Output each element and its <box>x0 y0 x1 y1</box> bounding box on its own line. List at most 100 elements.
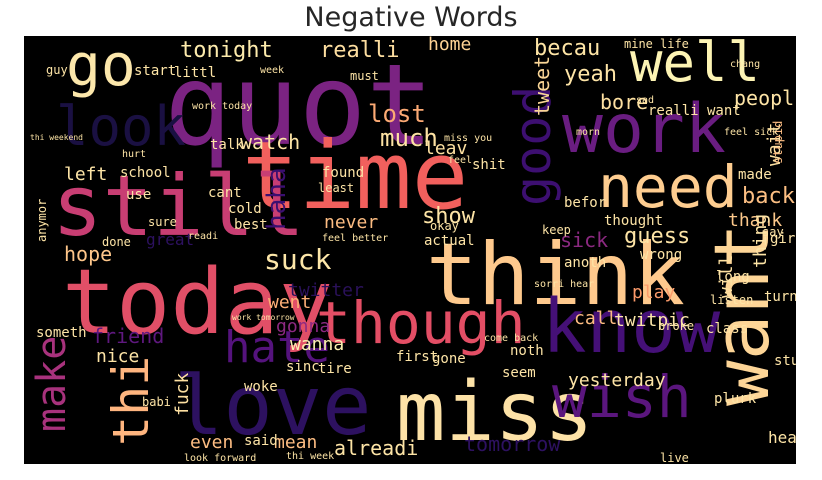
word-class: class <box>706 321 749 337</box>
word-show: show <box>422 204 475 229</box>
word-broke: broke <box>658 319 695 333</box>
word-use: use <box>126 187 152 203</box>
word-okay: okay <box>430 219 459 233</box>
chart-title: Negative Words <box>304 2 518 33</box>
word-stuff: stuff <box>774 353 796 369</box>
word-becau: becau <box>534 36 601 61</box>
word-tomorrow: tomorrow <box>464 432 561 456</box>
word-turn: turn <box>764 289 796 305</box>
word-back: back <box>742 184 795 209</box>
word-long: long <box>716 269 750 285</box>
word-wish: wish <box>552 363 692 431</box>
word-well: well <box>630 36 761 94</box>
word-sorri-hear: sorri hear <box>534 279 595 290</box>
word-cant: cant <box>208 185 242 201</box>
word-tire: tire <box>318 361 352 377</box>
word-know: know <box>542 284 721 370</box>
word-say: say <box>762 225 784 239</box>
word-morn: morn <box>576 127 601 138</box>
word-left: left <box>64 164 108 185</box>
word-leav: leav <box>424 138 468 159</box>
word-littl: littl <box>174 65 217 81</box>
word-thank: thank <box>728 210 783 231</box>
word-call: call <box>574 308 618 329</box>
word-realli: realli <box>320 38 400 63</box>
word-miss: miss <box>396 365 594 460</box>
word-today: today <box>62 250 333 355</box>
word-think: think <box>426 225 685 325</box>
word-though: though <box>316 289 526 357</box>
word-peopl: peopl <box>734 86 795 110</box>
word-watch: watch <box>240 130 301 154</box>
word-least: least <box>318 181 355 195</box>
word-found: found <box>322 165 365 181</box>
word-never: never <box>324 212 379 233</box>
word-come-back: come back <box>484 333 539 344</box>
word-befor: befor <box>564 195 607 211</box>
word-life: life <box>660 37 689 51</box>
word-tweet: tweet <box>530 55 554 116</box>
word-woke: woke <box>244 379 278 395</box>
word-work: work <box>562 90 726 169</box>
word-wanna: wanna <box>290 334 345 355</box>
word-nice: nice <box>96 346 140 367</box>
word-look-forward: look forward <box>184 453 257 464</box>
word-first: first <box>396 349 439 365</box>
word-seem: seem <box>502 365 536 381</box>
word-cloud: quot time still today think love miss work know w… <box>24 36 796 464</box>
word-even: even <box>190 432 234 453</box>
word-babi: babi <box>142 395 171 409</box>
word-bore: bore <box>600 90 649 114</box>
word-need: need <box>598 153 738 221</box>
word-suck: suck <box>264 243 332 276</box>
word-cold: cold <box>228 201 262 217</box>
word-went: went <box>268 292 312 313</box>
word-said: said <box>244 433 278 449</box>
word-twitpic: twitpic <box>614 310 690 331</box>
word-thi-week: thi week <box>286 451 335 462</box>
word-hate: hate <box>224 322 330 373</box>
word-head: head <box>768 428 796 447</box>
word-fuck: fuck <box>172 372 193 416</box>
word-sinc: sinc <box>286 359 320 375</box>
word-still: still <box>52 157 305 255</box>
word-guy: guy <box>46 63 68 77</box>
word-live: live <box>660 451 689 464</box>
word-make: make <box>29 335 75 432</box>
word-mean: mean <box>274 432 318 453</box>
word-chang: chang <box>730 59 761 70</box>
word-thing: thing <box>750 213 771 268</box>
word-listen: listen <box>710 293 754 307</box>
word-made: made <box>738 167 772 183</box>
word-start: start <box>134 63 177 79</box>
word-keep: keep <box>542 223 571 237</box>
word-quot: quot <box>164 41 434 171</box>
word-sure: sure <box>148 215 177 229</box>
word-yesterday: yesterday <box>568 370 666 391</box>
word-gonna: gonna <box>276 316 331 337</box>
word-wrong: wrong <box>640 247 683 263</box>
word-talk: talk <box>210 137 244 153</box>
word-yeah: yeah <box>564 62 617 87</box>
word-sick: sick <box>560 228 609 252</box>
word-best: best <box>234 217 268 233</box>
word-tonight: tonight <box>180 38 273 63</box>
word-feel: feel <box>448 155 473 166</box>
word-play: play <box>632 282 676 303</box>
word-work-tomorrow: work tomorrow <box>232 313 295 322</box>
word-thought: thought <box>604 213 664 229</box>
word-look: look <box>56 95 187 158</box>
word-miss-you: miss you <box>444 133 493 144</box>
word-someth: someth <box>36 325 87 341</box>
word-love: love <box>174 359 372 454</box>
word-hope: hope <box>64 242 113 266</box>
word-friend: friend <box>92 324 165 348</box>
word-done: done <box>102 235 131 249</box>
word-realli-want: realli want <box>648 103 741 119</box>
word-lost: lost <box>368 100 426 128</box>
word-hurt: hurt <box>122 149 147 160</box>
word-must: must <box>350 69 379 83</box>
word-thi-weekend: thi weekend <box>30 133 83 142</box>
word-shit: shit <box>472 157 506 173</box>
word-mine: mine <box>624 37 653 51</box>
